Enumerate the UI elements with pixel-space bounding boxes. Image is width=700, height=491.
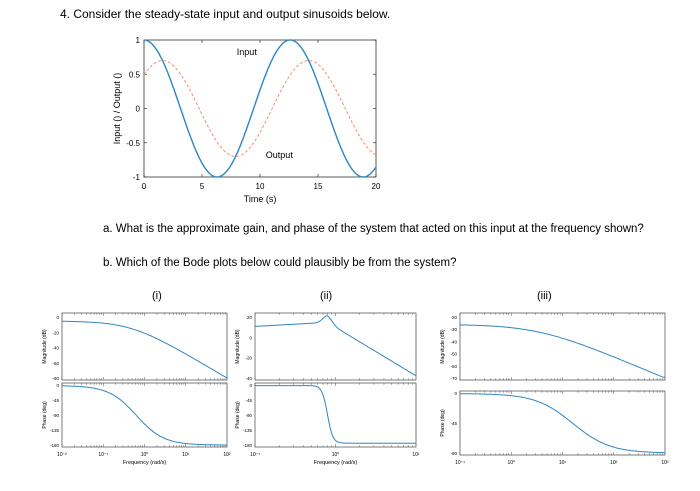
x-tick-label: 10⁻¹: [455, 460, 465, 466]
phase-tick-label: -90: [450, 451, 457, 456]
magnitude-tick-label: -30: [450, 327, 457, 332]
phase-frame: [61, 382, 228, 448]
phase-tick-label: -45: [52, 398, 59, 403]
x-tick-label: 10⁻¹: [98, 452, 108, 458]
y-tick-label: 0.5: [129, 70, 141, 79]
magnitude-tick-label: 20: [247, 315, 253, 320]
phase-tick-label: 0: [454, 391, 457, 396]
time-response-chart: 0 5 10 15 20 -1 -0.5 0 0.5 1 Time (s) Input () / Ou…: [112, 36, 381, 204]
magnitude-tick-label: -60: [52, 361, 59, 366]
phase-tick-label: -135: [243, 428, 253, 433]
x-tick-label: 10³: [661, 460, 669, 466]
phase-axis-label: Phase (deg): [440, 409, 446, 437]
magnitude-curve: [62, 320, 228, 379]
phase-tick-label: -180: [243, 443, 253, 448]
annotation-input: Input: [237, 47, 258, 57]
magnitude-curve: [460, 324, 665, 378]
series-line-output: [143, 59, 377, 157]
annotation-output: Output: [266, 150, 294, 160]
magnitude-axis-label: Magnitude (dB): [42, 329, 48, 364]
phase-frame: [254, 382, 417, 448]
x-tick-label: 10⁰: [141, 452, 149, 458]
x-tick-label: 20: [372, 182, 381, 191]
question-part-a: a. What is the approximate gain, and pha…: [103, 223, 644, 235]
bode-plot-i: 10⁻² 10⁻¹ 10⁰ 10¹ 10² 0 -20 -40 -60 -80 0 -45 -90 -13…: [42, 312, 231, 466]
bode-plot-ii: 10⁻¹ 10⁰ 10¹ 20 0 -20 -40 0 -45 -90 -135 -180 Magnit…: [235, 312, 420, 466]
x-tick-label: 10¹: [182, 452, 190, 458]
magnitude-tick-label: -60: [450, 364, 457, 369]
question-part-b: b. Which of the Bode plots below could p…: [103, 257, 457, 269]
magnitude-tick-label: -20: [52, 330, 59, 335]
x-tick-label: 10⁻²: [57, 452, 67, 458]
phase-tick-label: 0: [56, 383, 59, 388]
phase-tick-label: -180: [50, 443, 60, 448]
phase-curve: [460, 393, 666, 454]
phase-axis-label: Phase (deg): [235, 401, 241, 429]
magnitude-frame: [254, 312, 417, 381]
x-tick-label: 10¹: [559, 460, 567, 466]
bode-label-i: (i): [152, 290, 162, 302]
bode-plot-iii: 10⁻¹ 10⁰ 10¹ 10² 10³ -20 -30 -40 -50 -60 -70 0 -45 -9…: [440, 312, 669, 466]
magnitude-tick-label: 0: [249, 335, 252, 340]
x-tick-label: 10¹: [412, 452, 420, 458]
x-tick-label: 5: [200, 182, 205, 191]
x-tick-label: 10⁰: [507, 460, 515, 466]
x-axis-label: Time (s): [244, 194, 277, 204]
phase-tick-label: -45: [245, 398, 252, 403]
x-tick-label: 0: [142, 182, 147, 191]
phase-tick-label: 0: [249, 383, 252, 388]
phase-curve: [255, 385, 416, 444]
phase-frame: [459, 390, 666, 456]
magnitude-curve: [254, 315, 417, 377]
phase-tick-label: -90: [245, 413, 252, 418]
magnitude-tick-label: -20: [245, 356, 252, 361]
x-axis-label: Frequency (rad/s): [314, 460, 358, 466]
phase-tick-label: -45: [450, 421, 457, 426]
magnitude-frame: [61, 312, 228, 381]
question-title: 4. Consider the steady-state input and o…: [60, 7, 391, 21]
x-tick-label: 10²: [223, 452, 231, 458]
y-tick-label: -0.5: [126, 139, 140, 148]
x-tick-label: 15: [314, 182, 323, 191]
magnitude-tick-label: -40: [450, 339, 457, 344]
phase-curve: [61, 385, 227, 446]
magnitude-axis-label: Magnitude (dB): [440, 329, 446, 364]
magnitude-tick-label: -80: [52, 376, 59, 381]
magnitude-axis-label: Magnitude (dB): [235, 329, 241, 364]
bode-label-iii: (iii): [537, 290, 552, 302]
magnitude-tick-label: -20: [450, 315, 457, 320]
x-axis-label: Frequency (rad/s): [123, 460, 167, 466]
x-tick-label: 10²: [610, 460, 618, 466]
x-tick-label: 10: [256, 182, 265, 191]
phase-tick-label: -135: [50, 428, 60, 433]
phase-axis-label: Phase (deg): [42, 401, 48, 429]
phase-tick-label: -90: [52, 413, 59, 418]
bode-label-ii: (ii): [320, 290, 333, 302]
y-tick-label: 1: [136, 36, 141, 45]
y-axis-label: Input () / Output (): [112, 73, 122, 145]
magnitude-tick-label: -70: [450, 376, 457, 381]
magnitude-tick-label: -40: [245, 376, 252, 381]
x-tick-label: 10⁰: [332, 452, 340, 458]
magnitude-frame: [459, 312, 666, 381]
plot-frame: [143, 39, 377, 178]
series-line-input: [143, 39, 377, 178]
magnitude-tick-label: -40: [52, 346, 59, 351]
magnitude-tick-label: -50: [450, 352, 457, 357]
y-tick-label: 0: [136, 105, 141, 114]
x-tick-label: 10⁻¹: [250, 452, 260, 458]
y-tick-label: -1: [133, 173, 141, 182]
magnitude-tick-label: 0: [56, 315, 59, 320]
